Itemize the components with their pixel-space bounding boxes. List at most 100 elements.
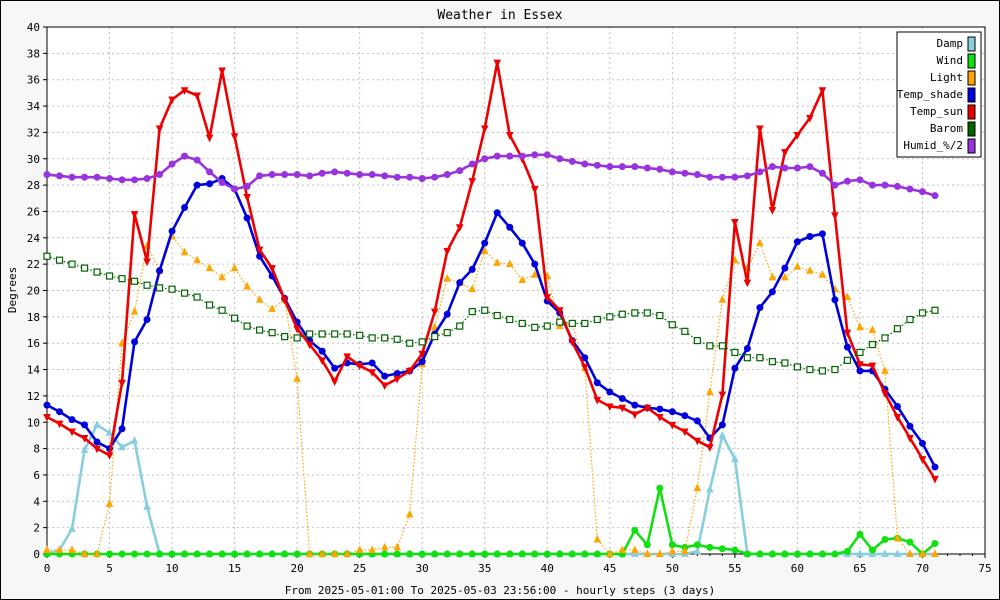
data-point-temp-shade [918,439,926,447]
data-point-humid-2 [443,171,451,179]
data-point-humid-2 [168,160,176,168]
data-point-wind [468,550,476,558]
data-point-humid-2 [881,181,889,189]
data-point-temp-sun [530,186,539,194]
data-point-wind [131,550,139,558]
data-point-temp-sun [881,390,889,398]
data-point-barom [693,336,701,345]
data-point-wind [568,550,576,558]
data-point-barom [593,315,601,324]
data-point-damp [93,420,101,428]
data-point-temp-sun [593,396,602,405]
data-point-light [230,263,239,272]
data-point-wind [218,550,226,558]
data-point-barom [893,325,902,333]
data-point-humid-2 [343,169,351,177]
data-point-light [530,270,539,278]
data-point-light [180,247,189,256]
data-point-temp-shade [68,416,76,424]
data-point-barom [55,256,64,264]
data-point-temp-sun [731,218,739,227]
x-tick-label: 55 [728,562,741,575]
data-point-damp [68,524,76,532]
data-point-humid-2 [568,157,576,165]
data-point-humid-2 [331,168,339,176]
data-point-temp-sun [643,404,652,413]
data-point-temp-shade [843,343,851,351]
data-point-barom [668,321,676,329]
data-point-light [518,275,527,283]
data-point-wind [231,550,239,558]
data-point-wind [543,550,551,558]
data-point-barom [506,315,514,324]
data-point-wind [843,547,851,555]
data-point-humid-2 [843,177,851,185]
data-point-temp-sun [631,411,639,419]
data-point-humid-2 [43,171,51,179]
data-point-temp-sun [668,421,677,430]
data-point-temp-sun [831,212,839,221]
data-point-barom [718,342,726,350]
data-point-humid-2 [931,192,939,200]
data-point-temp-sun [843,329,852,338]
data-point-humid-2 [206,168,214,176]
data-point-wind [156,550,164,558]
data-point-barom [406,339,414,347]
data-point-temp-shade [368,359,376,367]
legend-swatch [967,138,976,154]
data-point-humid-2 [706,173,714,181]
data-point-barom [268,329,276,337]
data-point-barom [306,330,314,338]
chart-title: Weather in Essex [437,8,562,23]
y-tick-label: 18 [27,311,40,324]
data-point-wind [906,538,914,546]
data-point-light [343,549,351,557]
data-point-temp-shade [793,238,801,246]
legend-box [896,31,982,158]
data-point-temp-sun [568,338,577,347]
data-point-light [643,549,652,557]
data-point-barom [281,333,289,341]
data-point-wind [193,550,201,558]
data-point-humid-2 [181,152,189,160]
data-point-temp-shade [618,395,626,403]
data-point-humid-2 [218,178,226,186]
data-point-damp [856,549,864,557]
data-point-barom [143,281,151,289]
data-point-temp-sun [380,382,389,390]
data-point-humid-2 [468,160,476,168]
x-tick-label: 20 [291,562,304,575]
data-point-light [255,295,264,303]
data-point-temp-shade [581,354,589,362]
data-point-humid-2 [193,156,201,164]
data-point-humid-2 [906,185,914,193]
data-point-humid-2 [893,182,901,190]
data-point-humid-2 [243,182,251,190]
data-point-barom [618,310,626,318]
data-point-humid-2 [581,160,589,168]
data-point-humid-2 [556,155,564,163]
data-point-light [405,509,414,518]
data-point-barom [356,331,364,339]
data-point-barom [205,301,214,309]
series-lines [43,59,939,558]
data-point-temp-sun [443,247,452,256]
data-point-wind [756,550,764,558]
legend-label: Light [930,71,963,84]
data-point-light [768,272,777,281]
data-point-temp-shade [131,338,139,346]
data-point-wind [831,550,839,558]
data-point-temp-sun [193,92,201,101]
data-point-temp-sun [393,375,401,384]
data-point-humid-2 [618,163,626,171]
data-point-temp-sun [168,96,176,105]
data-point-barom [381,334,389,342]
data-point-temp-sun [605,403,614,412]
data-point-light [868,325,877,334]
data-point-temp-sun [756,125,764,134]
data-point-light [243,281,251,290]
data-point-barom [331,330,339,338]
y-tick-label: 10 [27,416,40,429]
data-point-wind [793,550,801,558]
